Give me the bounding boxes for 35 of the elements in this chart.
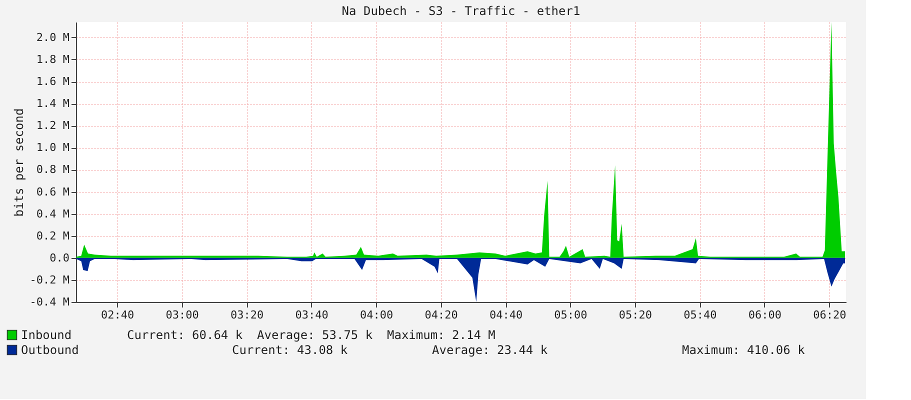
x-tick-label: 04:20 <box>424 308 458 322</box>
x-tick-label: 06:00 <box>748 308 782 322</box>
y-tick-label: 0.6 M <box>36 185 70 198</box>
y-tick-label: 1.8 M <box>36 52 70 66</box>
x-tick-label: 05:00 <box>554 308 588 322</box>
y-tick-label: 2.0 M <box>36 30 70 44</box>
x-tick-label: 04:40 <box>489 308 523 322</box>
x-tick-label: 05:20 <box>618 308 652 322</box>
y-tick-label: 1.6 M <box>36 75 70 88</box>
y-tick-label: 0.8 M <box>36 163 70 176</box>
x-tick-label: 05:40 <box>684 308 717 322</box>
x-tick-label: 03:20 <box>230 308 264 322</box>
text: Maximum: 2.14 M <box>387 328 496 342</box>
text: Maximum: 410.06 k <box>682 343 806 357</box>
y-tick-label: 0.4 M <box>36 207 70 220</box>
x-tick-label: 03:40 <box>295 308 328 322</box>
y-tick-label: -0.4 M <box>30 296 70 308</box>
x-tick-label: 02:40 <box>101 308 134 322</box>
legend-label: Inbound <box>21 328 72 342</box>
y-tick-label: 1.2 M <box>36 119 70 132</box>
y-axis-title: bits per second <box>12 108 26 217</box>
text: Average: 23.44 k <box>432 343 548 357</box>
chart-title: Na Dubech - S3 - Traffic - ether1 <box>342 4 580 18</box>
x-tick-label: 03:00 <box>166 308 199 322</box>
y-tick-label: 1.0 M <box>36 141 70 154</box>
text: Current: 60.64 k <box>127 328 244 342</box>
text: Average: 53.75 k <box>257 328 374 342</box>
x-tick-label: 06:20 <box>813 308 846 322</box>
y-tick-label: 1.4 M <box>36 97 70 110</box>
x-tick-label: 04:00 <box>360 308 394 322</box>
legend-label: Outbound <box>21 343 79 357</box>
text: Current: 43.08 k <box>232 343 348 357</box>
y-tick-label: 0.0 <box>50 251 70 264</box>
y-tick-label: -0.2 M <box>30 273 70 286</box>
y-tick-label: 0.2 M <box>36 229 70 242</box>
